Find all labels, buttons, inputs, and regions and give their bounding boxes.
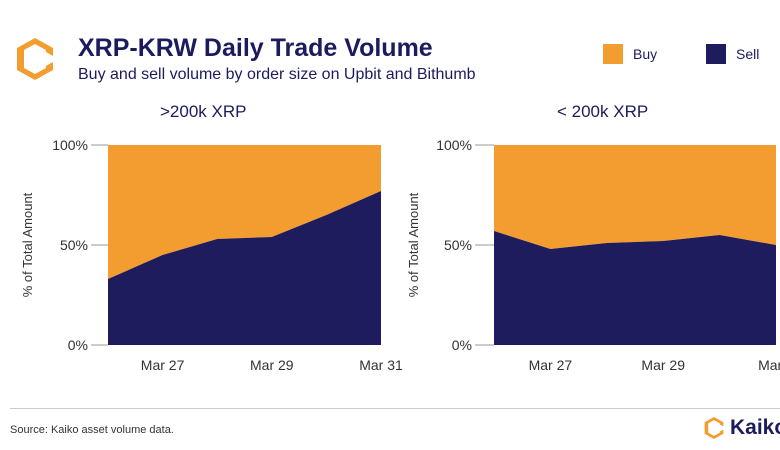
y-tick-label-small: 100%: [436, 137, 472, 153]
legend-item-sell: Sell: [706, 44, 759, 64]
kaiko-mark-icon: [704, 417, 724, 439]
source-note: Source: Kaiko asset volume data.: [10, 424, 174, 436]
chart-subtitle: Buy and sell volume by order size on Upb…: [78, 66, 476, 83]
legend-label-buy: Buy: [633, 46, 658, 62]
buy-area-small: [494, 145, 776, 249]
x-tick-label-large: Mar 27: [141, 357, 185, 373]
sell-area-small: [494, 231, 776, 345]
buy-swatch: [603, 44, 623, 64]
y-tick-label-large: 50%: [60, 237, 88, 253]
x-tick-label-large: Mar 29: [250, 357, 294, 373]
panel-title-large: >200k XRP: [160, 102, 247, 121]
legend-item-buy: Buy: [603, 44, 657, 64]
x-tick-label-small: Mar 3: [758, 357, 780, 373]
kaiko-logo-icon: [17, 38, 53, 80]
y-tick-label-large: 100%: [52, 137, 88, 153]
y-tick-label-small: 50%: [444, 237, 472, 253]
x-tick-label-large: Mar 31: [359, 357, 403, 373]
x-tick-label-small: Mar 29: [641, 357, 685, 373]
chart-panel-large: 0% 50% 100% % of Total Amount Mar 27 Mar 29 Ma…: [20, 137, 403, 373]
legend-label-sell: Sell: [736, 46, 760, 62]
sell-area-large: [108, 191, 381, 345]
y-axis-title-large: % of Total Amount: [20, 192, 35, 297]
y-axis-title-small: % of Total Amount: [406, 192, 421, 297]
x-tick-label-small: Mar 27: [529, 357, 573, 373]
kaiko-brand: Kaiko: [702, 416, 780, 440]
sell-swatch: [706, 44, 726, 64]
kaiko-wordmark: Kaiko: [730, 416, 780, 439]
y-tick-label-small: 0%: [452, 337, 472, 353]
buy-area-large: [108, 145, 381, 279]
panel-title-small: < 200k XRP: [557, 102, 649, 121]
y-tick-label-large: 0%: [68, 337, 88, 353]
footer-divider: [10, 408, 780, 409]
chart-title: XRP-KRW Daily Trade Volume: [78, 34, 433, 62]
chart-panel-small: 0% 50% 100% % of Total Amount Mar 27 Mar 29 Ma…: [406, 137, 780, 373]
